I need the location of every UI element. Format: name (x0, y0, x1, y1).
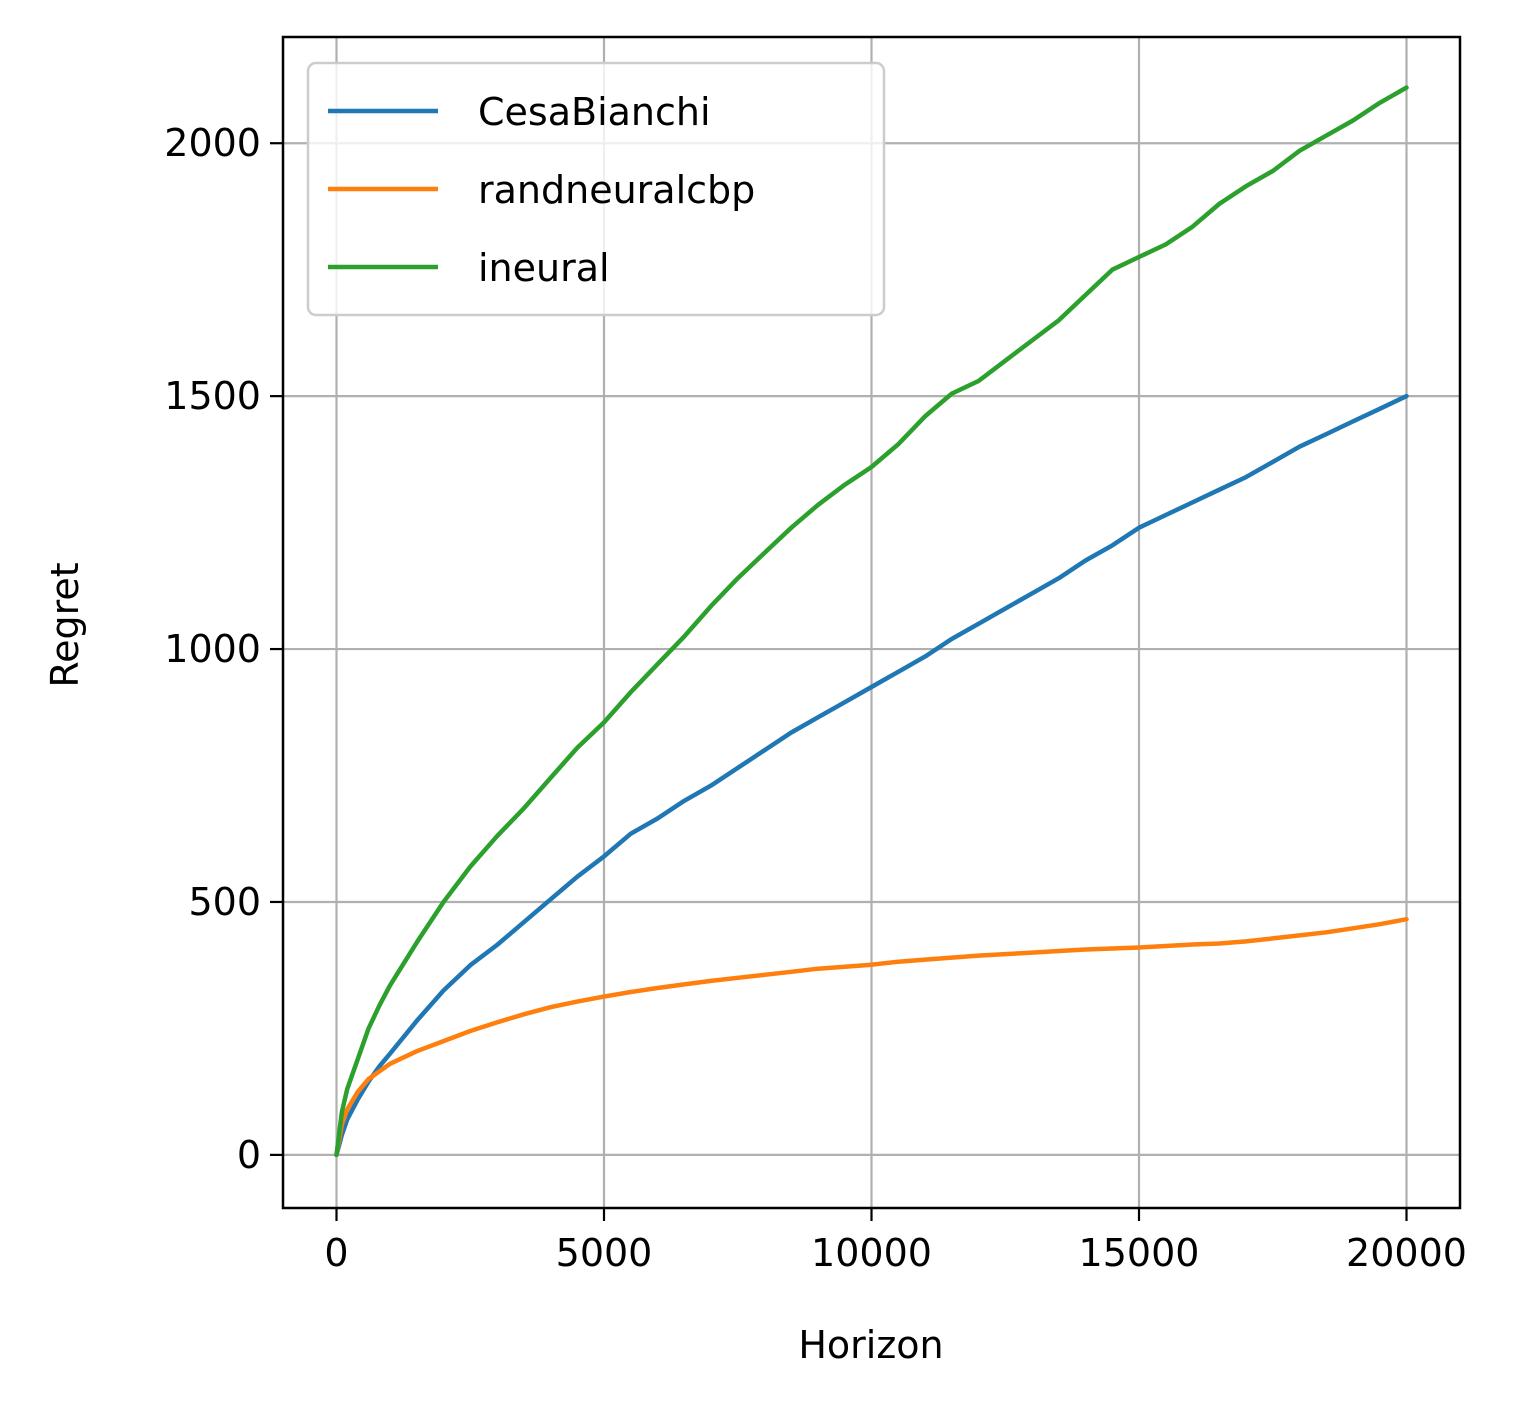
x-axis-label: Horizon (798, 1323, 943, 1367)
y-axis-ticks: 0 500 1000 1500 2000 (164, 121, 283, 1177)
legend-label-ineural: ineural (478, 246, 610, 290)
series-line-ineural (334, 85, 1409, 1158)
y-tick-label: 0 (237, 1133, 261, 1177)
x-axis-ticks: 0 5000 10000 15000 20000 (324, 1208, 1467, 1275)
y-tick-label: 2000 (164, 121, 261, 165)
y-tick-label: 500 (188, 880, 261, 924)
y-tick-label: 1500 (164, 374, 261, 418)
legend-label-randneuralcbp: randneuralcbp (478, 168, 755, 212)
x-tick-label: 15000 (1079, 1231, 1200, 1275)
x-tick-label: 20000 (1346, 1231, 1467, 1275)
series-line-cesabianchi (334, 393, 1409, 1158)
x-tick-label: 5000 (556, 1231, 653, 1275)
y-tick-label: 1000 (164, 627, 261, 671)
legend-items: CesaBianchi randneuralcbp ineural (328, 90, 755, 290)
legend-box (306, 61, 886, 317)
legend: CesaBianchi randneuralcbp ineural (306, 61, 886, 317)
y-axis-label: Regret (43, 562, 87, 687)
series-lines (334, 85, 1409, 1158)
legend-label-cesabianchi: CesaBianchi (478, 90, 711, 134)
x-tick-label: 10000 (811, 1231, 932, 1275)
series-line-randneuralcbp (334, 916, 1409, 1158)
x-tick-label: 0 (324, 1231, 348, 1275)
